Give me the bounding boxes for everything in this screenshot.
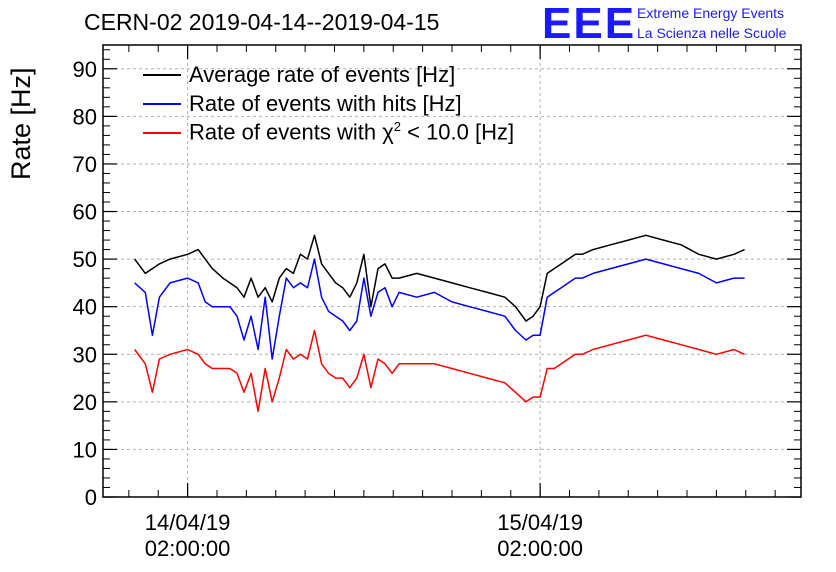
legend-label-hits: Rate of events with hits [Hz] bbox=[189, 90, 462, 116]
y-tick-label: 80 bbox=[73, 104, 97, 129]
x-tick-date-label: 14/04/19 bbox=[144, 510, 231, 535]
y-tick-label: 70 bbox=[73, 152, 97, 177]
legend-item-average: Average rate of events [Hz] bbox=[143, 60, 514, 89]
eee-logo: EEE bbox=[542, 0, 637, 48]
legend-label-average: Average rate of events [Hz] bbox=[189, 61, 456, 87]
y-tick-label: 20 bbox=[73, 390, 97, 415]
legend-swatch-average bbox=[143, 73, 181, 76]
y-tick-label: 30 bbox=[73, 342, 97, 367]
chart-title: CERN-02 2019-04-14--2019-04-15 bbox=[84, 9, 440, 35]
series-line-0 bbox=[134, 234, 745, 322]
y-axis-label: Rate [Hz] bbox=[6, 67, 36, 180]
series-line-2 bbox=[134, 329, 745, 413]
series-line-1 bbox=[134, 258, 745, 360]
org-name-line2: La Scienza nelle Scuole bbox=[637, 25, 787, 41]
legend-swatch-chi2 bbox=[143, 131, 181, 134]
legend-label-chi2: Rate of events with χ2 < 10.0 [Hz] bbox=[189, 119, 515, 145]
legend: Average rate of events [Hz] Rate of even… bbox=[143, 60, 514, 147]
legend-item-chi2: Rate of events with χ2 < 10.0 [Hz] bbox=[143, 118, 514, 147]
axis-ticks: 0 10 20 30 40 50 60 70 80 90 bbox=[73, 45, 801, 510]
y-tick-label: 10 bbox=[73, 437, 97, 462]
legend-swatch-hits bbox=[143, 102, 181, 105]
legend-item-hits: Rate of events with hits [Hz] bbox=[143, 89, 514, 118]
y-tick-label: 40 bbox=[73, 295, 97, 320]
x-tick-date-label: 15/04/19 bbox=[497, 510, 583, 535]
series-lines bbox=[134, 234, 745, 413]
x-tick-time-label: 02:00:00 bbox=[144, 536, 231, 561]
y-tick-label: 60 bbox=[73, 200, 97, 225]
y-tick-label: 50 bbox=[73, 247, 97, 272]
org-name-line1: Extreme Energy Events bbox=[637, 5, 785, 21]
y-tick-label: 90 bbox=[73, 57, 97, 82]
y-tick-label: 0 bbox=[85, 485, 97, 510]
x-tick-time-label: 02:00:00 bbox=[497, 536, 583, 561]
